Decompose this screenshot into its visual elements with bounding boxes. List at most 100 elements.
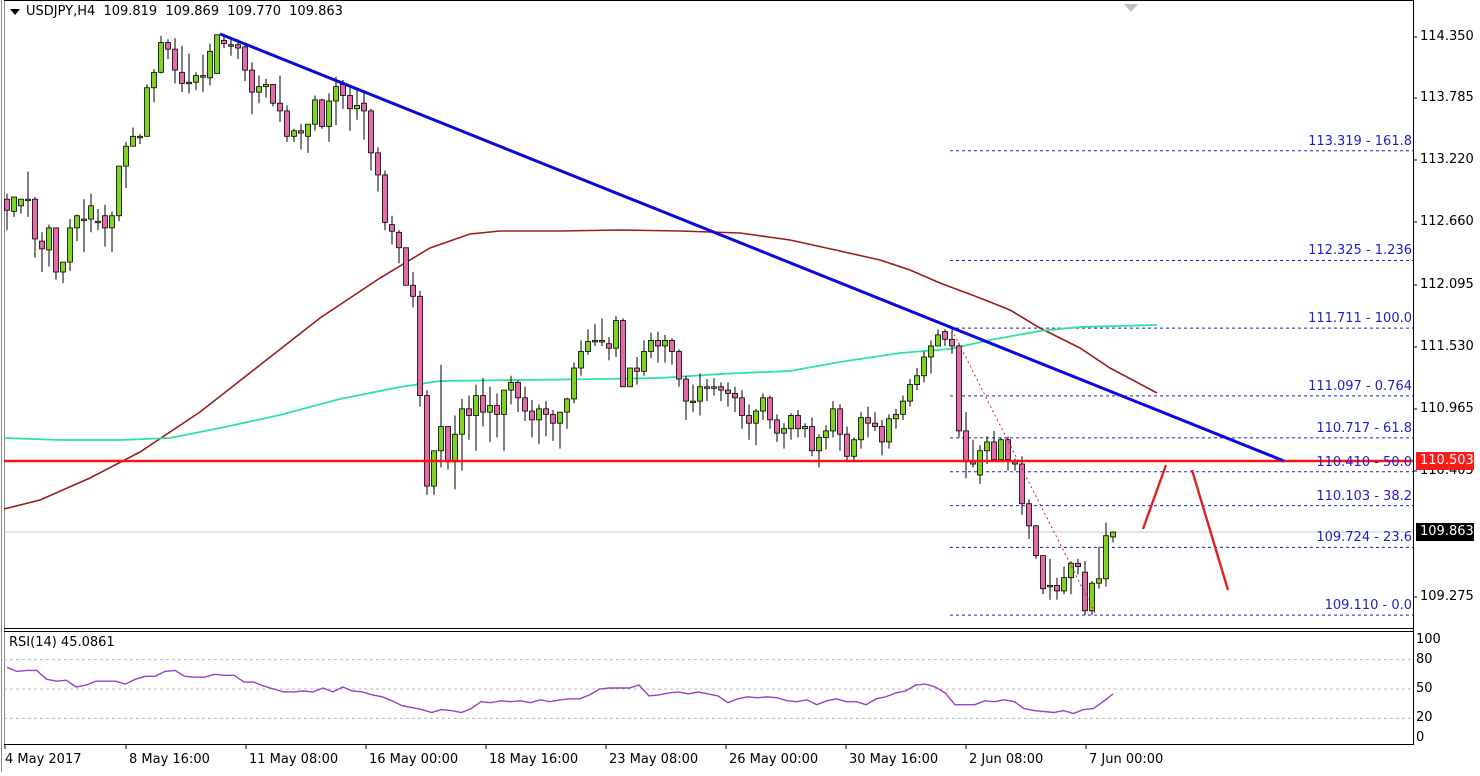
candle-body (214, 34, 220, 74)
candle-body (935, 334, 941, 347)
bearish-trendline (219, 32, 1285, 463)
candle-body (417, 295, 423, 397)
fibonacci-level-label: 110.410 - 50.0 (1316, 454, 1412, 470)
candle-body (543, 408, 549, 415)
time-tick-label: 30 May 16:00 (849, 752, 939, 767)
candle-body (592, 340, 598, 343)
candle-body (816, 437, 822, 452)
candle-body (431, 450, 437, 487)
candle-body (697, 386, 703, 402)
candle-body (1110, 531, 1116, 538)
candle-body (130, 135, 136, 147)
price-tick-label: 109.275 (1420, 589, 1474, 604)
candle-body (613, 320, 619, 349)
candle-body (767, 397, 773, 421)
candle-body (116, 165, 122, 217)
candle-body (627, 367, 633, 388)
candle-body (95, 220, 101, 224)
time-tick-label: 18 May 16:00 (489, 752, 579, 767)
candle-body (753, 410, 759, 424)
candle-body (1103, 535, 1109, 580)
candle-body (690, 400, 696, 404)
candle-body (942, 331, 948, 340)
candle-body (235, 44, 241, 49)
candle-body (333, 86, 339, 102)
ohlc-open: 109.819 (103, 4, 158, 19)
candle-body (788, 415, 794, 430)
candle-body (487, 405, 493, 413)
candle-body (991, 441, 997, 461)
candle-body (361, 102, 367, 112)
candle-body (830, 408, 836, 432)
candle-body (893, 413, 899, 420)
candle-body (998, 439, 1004, 461)
candle-body (74, 215, 80, 229)
candle-body (501, 389, 507, 415)
candle-body (109, 215, 115, 229)
candle-body (354, 105, 360, 110)
candle-body (809, 426, 815, 452)
candle-body (795, 415, 801, 430)
candle-body (900, 400, 906, 415)
candle-body (585, 341, 591, 352)
chart-shift-marker-icon[interactable] (1124, 4, 1138, 12)
candle-body (340, 84, 346, 96)
time-tick-label: 16 May 00:00 (369, 752, 459, 767)
fibonacci-level-label: 113.319 - 161.8 (1308, 133, 1412, 149)
fibonacci-level-label: 112.325 - 1.236 (1308, 243, 1412, 259)
time-tick-label: 26 May 00:00 (729, 752, 819, 767)
fibonacci-level-label: 111.097 - 0.764 (1308, 378, 1412, 394)
candle-body (774, 419, 780, 434)
candle-body (242, 46, 248, 71)
dropdown-triangle-icon[interactable] (10, 8, 20, 15)
candle-body (494, 405, 500, 415)
candle-body (452, 433, 458, 463)
candle-body (837, 408, 843, 435)
price-tick-label: 114.350 (1420, 29, 1474, 44)
candle-body (739, 397, 745, 416)
candle-body (1054, 584, 1060, 592)
candle-body (802, 426, 808, 430)
candle-body (228, 44, 234, 47)
candle-body (319, 99, 325, 127)
projection-down-stroke (1190, 469, 1230, 591)
rsi-tick-label: 80 (1416, 651, 1433, 667)
price-tick-label: 113.220 (1420, 152, 1474, 167)
candle-body (410, 284, 416, 297)
candle-body (165, 42, 171, 50)
time-tick-label: 2 Jun 08:00 (969, 752, 1044, 767)
candle-body (1075, 562, 1081, 568)
candle-body (403, 247, 409, 286)
candle-body (291, 130, 297, 137)
candle-body (662, 340, 668, 347)
candle-body (949, 338, 955, 347)
candle-body (725, 389, 731, 394)
candle-body (921, 356, 927, 377)
candle-body (1061, 577, 1067, 592)
candle-body (669, 340, 675, 352)
candle-body (298, 130, 304, 134)
candle-body (137, 135, 143, 139)
candle-body (102, 215, 108, 229)
candle-body (522, 397, 528, 412)
projection-up-stroke (1141, 464, 1168, 530)
candle-body (683, 378, 689, 402)
candle-body (676, 351, 682, 380)
price-tick-label: 110.965 (1420, 401, 1474, 416)
candle-body (123, 145, 129, 167)
candle-body (88, 205, 94, 220)
candle-body (956, 345, 962, 432)
candle-body (746, 415, 752, 424)
candle-body (536, 408, 542, 421)
rsi-tick-label: 0 (1416, 730, 1425, 745)
candle-body (928, 345, 934, 358)
candle-body (459, 408, 465, 435)
fibonacci-level-label: 110.103 - 38.2 (1316, 488, 1412, 504)
candle-body (858, 417, 864, 441)
candle-body (207, 50, 213, 79)
candle-body (480, 395, 486, 413)
candle-body (438, 426, 444, 452)
ohlc-high: 109.869 (165, 4, 220, 19)
